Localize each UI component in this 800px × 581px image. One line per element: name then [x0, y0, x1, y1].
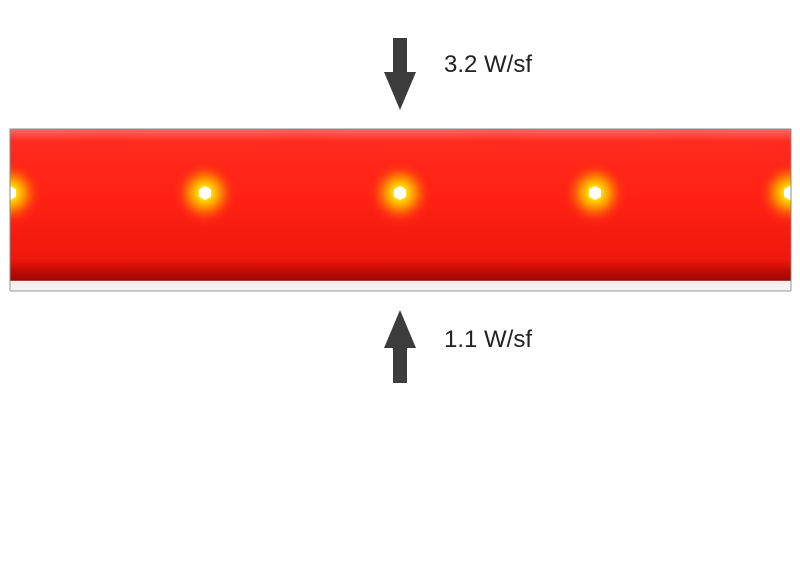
top-flux-label: 3.2 W/sf — [444, 51, 532, 78]
pipe-icon — [394, 186, 406, 200]
slab-cross-section — [4, 128, 796, 282]
bottom-flux-label: 1.1 W/sf — [444, 326, 532, 353]
arrow-down-icon — [384, 38, 416, 110]
arrow-up-icon — [384, 310, 416, 383]
pipe-icon — [589, 186, 601, 200]
slab-base-layer — [9, 281, 792, 292]
pipe-icon — [199, 186, 211, 200]
pipe-markers — [4, 186, 796, 200]
pipe-icon — [784, 186, 796, 200]
